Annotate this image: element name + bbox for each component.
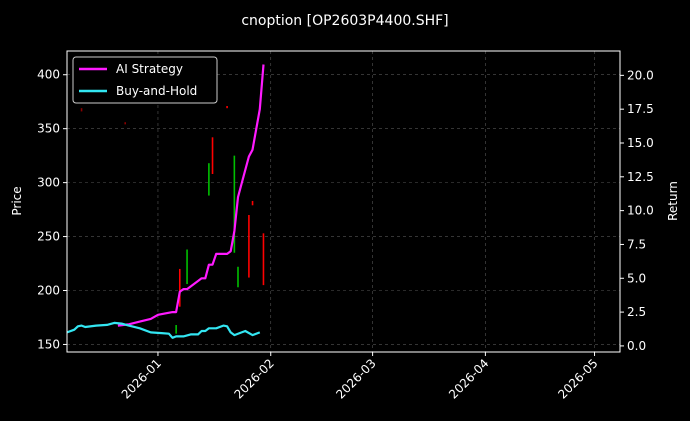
x-axis: 2026-01 2026-02 2026-03 2026-04 2026-05 [119,352,601,402]
x-tick-label: 2026-04 [446,356,491,401]
x-tick-label: 2026-05 [555,356,600,401]
y-axis-label: Price [10,186,24,215]
y2-tick-label: 7.5 [627,237,646,251]
y-tick-label: 350 [37,122,60,136]
y2-tick-label: 20.0 [627,68,654,82]
y2-axis-label: Return [666,181,680,221]
y-tick-label: 150 [37,337,60,351]
y2-tick-label: 15.0 [627,136,654,150]
y-tick-label: 300 [37,176,60,190]
y-tick-label: 200 [37,284,60,298]
y2-tick-label: 12.5 [627,170,654,184]
y-tick-label: 250 [37,230,60,244]
chart-title: cnoption [OP2603P4400.SHF] [241,13,448,29]
y2-tick-label: 5.0 [627,271,646,285]
legend-label-buy-and-hold: Buy-and-Hold [116,84,197,98]
y-axis-left: 150 200 250 300 350 400 [37,68,67,351]
series-line-buy-and-hold [66,321,261,339]
x-tick-label: 2026-02 [232,356,277,401]
plot-frame [66,50,621,353]
x-tick-label: 2026-03 [333,356,378,401]
series-line-ai-strategy [117,64,265,327]
legend-label-ai-strategy: AI Strategy [116,62,183,76]
y2-tick-label: 10.0 [627,204,654,218]
legend-box [72,56,218,104]
legend: AI Strategy Buy-and-Hold [72,56,218,104]
y2-tick-label: 2.5 [627,305,646,319]
x-tick-label: 2026-01 [119,356,164,401]
y-axis-right: 0.0 2.5 5.0 7.5 10.0 12.5 15.0 17.5 20.0 [620,68,654,353]
y-tick-label: 400 [37,68,60,82]
series-lines [66,64,265,339]
y2-tick-label: 17.5 [627,102,654,116]
grid [67,51,620,352]
y2-tick-label: 0.0 [627,339,646,353]
